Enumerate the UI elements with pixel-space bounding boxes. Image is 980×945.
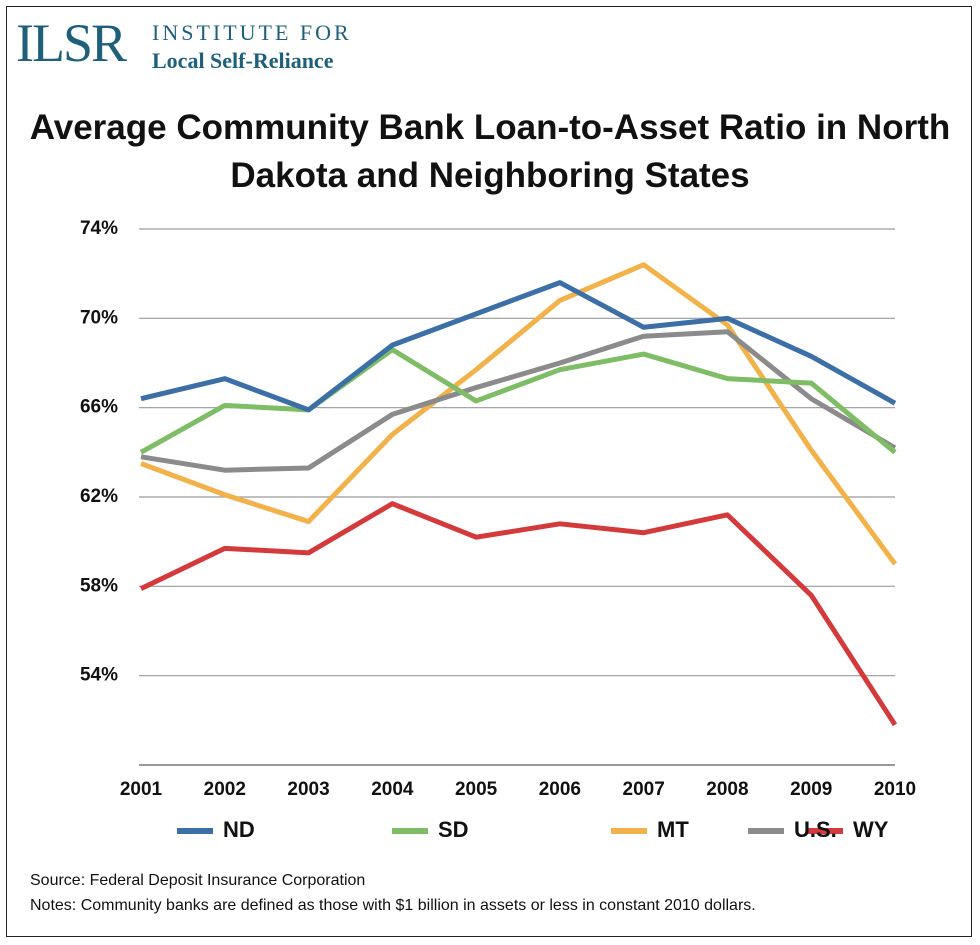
series-line: [139, 501, 898, 727]
logo-text: INSTITUTE FOR: [152, 20, 352, 45]
logo-mark: ILSR: [16, 13, 127, 73]
y-tick-label: 66%: [80, 397, 118, 418]
x-tick-label: 2009: [790, 779, 832, 800]
legend-label: WY: [853, 817, 889, 842]
notes: Notes: Community banks are defined as th…: [30, 897, 756, 914]
x-tick-label: 2006: [539, 779, 581, 800]
series-line: [140, 280, 897, 413]
series-line: [140, 262, 898, 566]
y-tick-label: 62%: [80, 486, 118, 507]
legend-label: SD: [438, 817, 469, 842]
legend-label: U.S.: [794, 817, 837, 842]
legend-label: ND: [223, 817, 255, 842]
series-line: [140, 329, 897, 473]
x-tick-label: 2001: [120, 779, 163, 800]
frame: [6, 6, 972, 937]
y-tick-label: 74%: [80, 218, 118, 239]
y-tick-label: 70%: [80, 307, 118, 328]
logo-text: Local Self-Reliance: [152, 48, 334, 73]
series-line: [139, 347, 897, 455]
x-tick-label: 2002: [204, 779, 246, 800]
x-tick-label: 2004: [371, 779, 414, 800]
x-tick-label: 2003: [287, 779, 329, 800]
x-tick-label: 2010: [874, 779, 916, 800]
x-tick-label: 2005: [455, 779, 498, 800]
x-tick-label: 2007: [623, 779, 665, 800]
legend-label: MT: [657, 817, 689, 842]
y-tick-label: 54%: [80, 665, 118, 686]
x-tick-label: 2008: [706, 779, 748, 800]
y-tick-label: 58%: [80, 575, 118, 596]
source-note: Source: Federal Deposit Insurance Corpor…: [30, 872, 366, 889]
chart-title: Average Community Bank Loan-to-Asset Rat…: [29, 108, 951, 195]
